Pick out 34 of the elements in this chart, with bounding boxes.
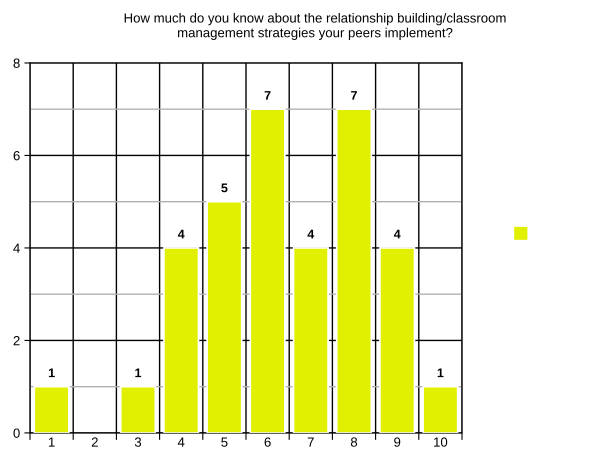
bar (292, 247, 329, 433)
bar (206, 200, 243, 433)
bar (33, 386, 70, 433)
data-label: 1 (438, 368, 444, 378)
bar (422, 386, 459, 433)
x-tick-label: 6 (264, 437, 271, 447)
x-tick-label: 5 (221, 438, 228, 447)
y-tick-label: 4 (13, 244, 20, 253)
x-tick-label: 3 (134, 437, 142, 447)
data-label: 5 (221, 184, 228, 192)
data-label: 1 (135, 368, 142, 378)
chart-title: How much do you know about the relationship building/classroom management strategies your peers implement? (124, 12, 506, 40)
y-tick-label: 8 (14, 58, 20, 68)
x-tick-label: 2 (92, 437, 98, 447)
x-tick-label: 10 (434, 437, 448, 447)
data-label: 4 (308, 230, 314, 238)
x-tick-label: 9 (394, 437, 400, 447)
y-tick-label: 2 (14, 336, 20, 346)
y-tick-label: 0 (13, 428, 20, 438)
bar (120, 386, 156, 433)
y-tick-label: 6 (14, 151, 20, 160)
data-label: 7 (264, 91, 271, 100)
x-tick-label: 1 (48, 438, 55, 447)
x-tick-label: 4 (178, 438, 184, 447)
bar (249, 108, 286, 433)
x-tick-label: 7 (308, 438, 314, 447)
bar (163, 247, 200, 433)
bar (336, 108, 372, 433)
data-label: 4 (178, 230, 185, 238)
data-label: 4 (394, 230, 401, 238)
data-label: 7 (351, 91, 357, 100)
x-tick-label: 8 (350, 437, 358, 447)
bar (379, 247, 416, 433)
data-label: 1 (48, 368, 55, 378)
